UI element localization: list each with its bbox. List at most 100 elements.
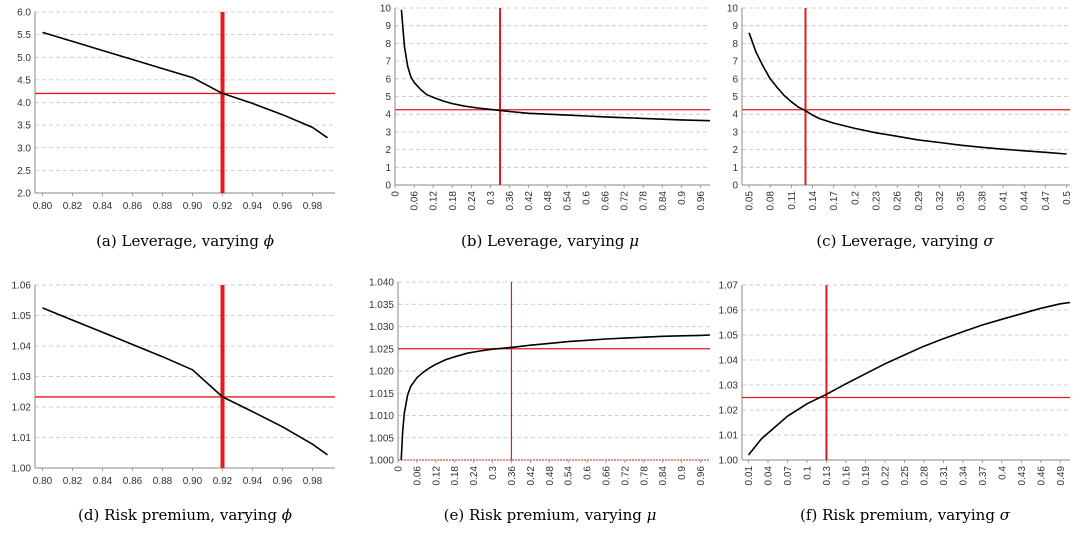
x-tick-label: 0.36 (507, 466, 518, 486)
x-tick-label: 0.6 (581, 191, 592, 205)
x-tick-label: 0.17 (829, 191, 840, 211)
caption-label: (c) Leverage, varying (816, 232, 983, 250)
x-tick-label: 0.48 (543, 191, 554, 211)
y-tick-label: 1.025 (369, 344, 394, 355)
x-tick-label: 0.19 (861, 466, 872, 486)
x-tick-label: 0.31 (939, 466, 950, 486)
x-tick-label: 0.47 (1041, 191, 1052, 211)
chart-panel: 0 1 2 3 4 5 6 7 8 9 10 0.05 0.08 0.11 0.14 0.17 0.2 0.23 0… (727, 4, 1073, 251)
y-tick-label: 9 (385, 21, 391, 32)
y-tick-label: 3.0 (17, 143, 31, 154)
subplot-caption: (a) Leverage, varying ϕ (96, 232, 274, 250)
x-tick-label: 0.16 (841, 466, 852, 486)
series-line (400, 9, 711, 122)
y-tick-label: 0 (732, 181, 738, 192)
y-tick-label: 1.020 (369, 367, 394, 378)
caption-label: (b) Leverage, varying (461, 232, 629, 250)
x-tick-label: 0.25 (900, 466, 911, 486)
y-tick-label: 7 (385, 57, 391, 68)
series-line (42, 307, 328, 456)
x-tick-label: 0.9 (677, 466, 688, 480)
x-tick-label: 0.78 (639, 191, 650, 211)
caption-symbol: μ (629, 232, 639, 250)
x-tick-label: 0.84 (658, 191, 669, 211)
y-tick-label: 7 (732, 57, 738, 68)
y-tick-label: 1.03 (12, 372, 32, 383)
series-line (400, 334, 711, 461)
x-tick-label: 0.2 (850, 191, 861, 205)
x-tick-label: 0.86 (123, 476, 143, 487)
y-tick-label: 5.0 (17, 53, 31, 64)
x-tick-label: 0.3 (488, 466, 499, 480)
y-tick-label: 6 (385, 74, 391, 85)
x-tick-label: 0.18 (450, 466, 461, 486)
x-tick-label: 0.06 (412, 466, 423, 486)
x-tick-label: 0.88 (153, 476, 173, 487)
series-line (747, 301, 1071, 456)
x-tick-label: 0.01 (744, 466, 755, 486)
x-tick-label: 0.9 (677, 191, 688, 205)
y-tick-label: 1.02 (12, 403, 32, 414)
caption-symbol: ϕ (264, 232, 274, 250)
x-tick-label: 0 (391, 191, 402, 197)
y-tick-label: 1.035 (369, 300, 394, 311)
y-tick-label: 1 (385, 163, 391, 174)
x-tick-label: 0.12 (431, 466, 442, 486)
y-tick-label: 2.0 (17, 189, 31, 200)
panels: 2.02.53.03.54.04.55.05.56.00.80 0.82 0.84 0… (12, 4, 1073, 525)
y-tick-label: 2.5 (17, 166, 31, 177)
y-tick-label: 1.02 (719, 406, 739, 417)
caption-label: (f) Risk premium, varying (800, 506, 1000, 524)
y-tick-label: 2 (732, 145, 738, 156)
chart-panel: 0 1 2 3 4 5 6 7 8 9 10 0 0.06 0.12 0.18 0.24 0.3 0.36 0.42… (380, 4, 711, 250)
y-tick-label: 1.07 (719, 281, 739, 292)
y-tick-label: 1.04 (719, 356, 739, 367)
caption-label: (a) Leverage, varying (96, 232, 264, 250)
x-tick-label: 0.84 (93, 476, 113, 487)
x-tick-label: 0.37 (978, 466, 989, 486)
series-line (42, 31, 328, 139)
x-tick-label: 0.90 (183, 201, 203, 212)
x-tick-label: 0.96 (273, 201, 293, 212)
x-tick-label: 0.54 (562, 191, 573, 211)
x-tick-label: 0.12 (429, 191, 440, 211)
y-tick-label: 1.010 (369, 411, 394, 422)
x-tick-label: 0.04 (763, 466, 774, 486)
y-tick-label: 1.04 (12, 342, 32, 353)
y-tick-label: 1.00 (12, 464, 32, 475)
x-tick-label: 0.78 (639, 466, 650, 486)
x-tick-label: 0.38 (977, 191, 988, 211)
x-tick-label: 0.13 (822, 466, 833, 486)
x-tick-label: 0.07 (783, 466, 794, 486)
caption-label: (e) Risk premium, varying (444, 506, 647, 524)
x-tick-label: 0.98 (303, 201, 323, 212)
x-tick-label: 0.72 (620, 191, 631, 211)
x-tick-label: 0.72 (620, 466, 631, 486)
y-tick-label: 1.000 (369, 456, 394, 467)
x-tick-label: 0.5 (1062, 191, 1073, 205)
y-tick-label: 1.05 (719, 331, 739, 342)
y-tick-label: 4.5 (17, 75, 31, 86)
subplot-caption: (c) Leverage, varying σ (816, 232, 994, 250)
x-tick-label: 0.96 (696, 466, 707, 486)
x-tick-label: 0.1 (802, 466, 813, 480)
x-tick-label: 0.08 (766, 191, 777, 211)
subplot-caption: (b) Leverage, varying μ (461, 232, 639, 250)
x-tick-label: 0.48 (545, 466, 556, 486)
x-tick-label: 0.32 (935, 191, 946, 211)
x-tick-label: 0.92 (213, 476, 233, 487)
y-tick-label: 2 (385, 145, 391, 156)
y-tick-label: 3.5 (17, 121, 31, 132)
x-tick-label: 0.80 (33, 201, 53, 212)
caption-symbol: σ (1000, 506, 1011, 524)
chart-panel: 1.00 1.01 1.02 1.03 1.04 1.05 1.06 0.80 0.82 0.84… (12, 281, 335, 524)
y-tick-label: 1.030 (369, 322, 394, 333)
caption-symbol: ϕ (282, 506, 292, 524)
y-tick-label: 1.01 (12, 433, 32, 444)
x-tick-label: 0.66 (601, 191, 612, 211)
x-tick-label: 0.66 (602, 466, 613, 486)
x-tick-label: 0.28 (919, 466, 930, 486)
x-tick-label: 0.80 (33, 476, 53, 487)
y-tick-label: 1.05 (12, 311, 32, 322)
